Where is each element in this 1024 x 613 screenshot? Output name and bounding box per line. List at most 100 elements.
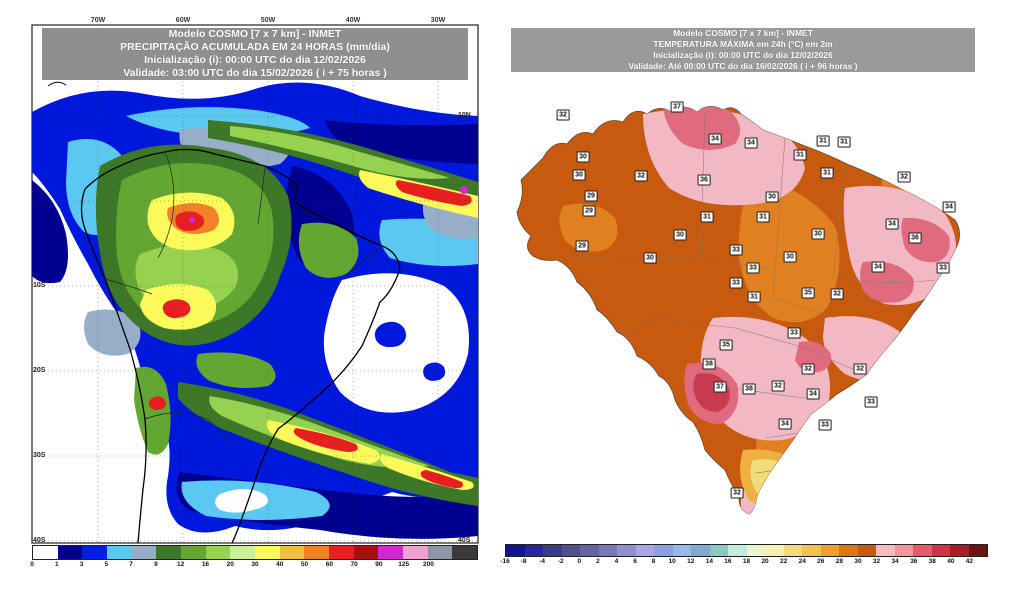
right-title-init: Inicialização (i): 00:00 UTC do dia 12/0… <box>653 50 833 60</box>
right-map-title-banner: Modelo COSMO [7 x 7 km] - INMET TEMPERAT… <box>511 28 975 72</box>
colorbar-tick-label: 24 <box>798 558 806 565</box>
colorbar-segment <box>894 545 913 556</box>
colorbar-segment <box>876 545 895 556</box>
colorbar-segment <box>913 545 932 556</box>
station-temperature-value: 31 <box>820 167 834 179</box>
colorbar-tick-label: 12 <box>687 558 695 565</box>
colorbar-segment <box>691 545 710 556</box>
colorbar-segment <box>765 545 784 556</box>
colorbar-tick-label: 60 <box>325 561 333 568</box>
colorbar-tick-label: 10 <box>668 558 676 565</box>
station-temperature-value: 34 <box>708 133 722 145</box>
station-temperature-value: 30 <box>673 229 687 241</box>
temperature-map-panel: 32 37 34 34 30 30 32 36 29 29 31 30 29 33 30 33 31 31 31 31… <box>500 18 990 570</box>
station-temperature-value: 32 <box>830 288 844 300</box>
right-title-valid: Validade: Até 00:00 UTC do dia 16/02/202… <box>628 61 858 71</box>
colorbar-segment <box>598 545 617 556</box>
colorbar-tick-label: 26 <box>817 558 825 565</box>
longitude-label: 60W <box>175 17 191 24</box>
precipitation-colorbar-ticks: 0 1 3 5 7 9 12 16 20 30 40 50 60 70 90 125 200 <box>30 561 478 571</box>
colorbar-tick-label: 7 <box>129 561 133 568</box>
colorbar-segment <box>304 546 330 559</box>
station-temperature-value: 31 <box>816 135 830 147</box>
station-temperature-value: 38 <box>742 383 756 395</box>
station-temperature-value: 30 <box>576 151 590 163</box>
colorbar-segment <box>378 546 404 559</box>
colorbar-tick-label: 30 <box>854 558 862 565</box>
colorbar-tick-label: 3 <box>79 561 84 568</box>
colorbar-tick-label: 125 <box>398 561 410 568</box>
colorbar-tick-label: 20 <box>226 561 234 568</box>
colorbar-segment <box>33 546 58 559</box>
station-temperature-value: 36 <box>908 232 922 244</box>
left-map-title-banner: Modelo COSMO [7 x 7 km] - INMET PRECIPIT… <box>42 28 468 80</box>
colorbar-segment <box>635 545 654 556</box>
colorbar-segment <box>746 545 765 556</box>
colorbar-tick-label: 32 <box>872 558 881 565</box>
station-temperature-value: 33 <box>936 262 950 274</box>
latitude-label: 20S <box>33 367 46 374</box>
colorbar-segment <box>205 546 231 559</box>
colorbar-tick-label: 2 <box>596 558 600 565</box>
temperature-colorbar <box>505 544 988 557</box>
station-temperature-value: 31 <box>700 211 714 223</box>
left-title-variable: PRECIPITAÇÃO ACUMULADA EM 24 HORAS (mm/d… <box>120 41 390 53</box>
colorbar-segment <box>802 545 821 556</box>
colorbar-segment <box>950 545 969 556</box>
colorbar-tick-label: 28 <box>835 558 843 565</box>
colorbar-segment <box>329 546 354 559</box>
left-title-model: Modelo COSMO [7 x 7 km] - INMET <box>168 28 342 40</box>
colorbar-segment <box>672 545 691 556</box>
colorbar-tick-label: 12 <box>177 561 185 568</box>
colorbar-tick-label: 14 <box>705 558 713 565</box>
latitude-label: 10N <box>458 112 471 119</box>
colorbar-tick-label: 40 <box>276 561 284 568</box>
colorbar-segment <box>156 546 182 559</box>
colorbar-segment <box>968 545 987 556</box>
colorbar-tick-label: 50 <box>300 561 309 568</box>
station-temperature-value: 34 <box>806 388 820 400</box>
colorbar-tick-label: 36 <box>910 558 918 565</box>
colorbar-segment <box>709 545 728 556</box>
latitude-labels-right: 10N 40S <box>458 24 482 544</box>
colorbar-tick-label: 22 <box>780 558 788 565</box>
colorbar-tick-label: 70 <box>350 561 358 568</box>
station-temperature-value: 30 <box>765 191 779 203</box>
longitude-labels: 70W 60W 50W 40W 30W <box>30 17 497 25</box>
station-temperature-value: 30 <box>811 228 825 240</box>
colorbar-segment <box>82 546 108 559</box>
left-title-valid: Validade: 03:00 UTC do dia 15/02/2026 ( … <box>123 67 387 79</box>
longitude-label: 30W <box>430 17 446 24</box>
colorbar-tick-label: 40 <box>947 558 955 565</box>
station-temperature-value: 31 <box>837 136 851 148</box>
colorbar-tick-label: -4 <box>539 558 546 565</box>
station-temperature-value: 32 <box>730 487 744 499</box>
colorbar-segment <box>654 545 673 556</box>
latitude-label: 40S <box>458 537 471 544</box>
station-temperature-value: 29 <box>575 240 589 252</box>
right-title-variable: TEMPERATURA MÁXIMA em 24h (°C) em 2m <box>653 39 833 49</box>
latitude-label: 40S <box>33 537 46 544</box>
station-temperature-value: 30 <box>572 169 586 181</box>
left-title-init: Inicialização (i): 00:00 UTC do dia 12/0… <box>144 54 366 66</box>
station-temperature-value: 31 <box>747 291 761 303</box>
right-title-model: Modelo COSMO [7 x 7 km] - INMET <box>673 28 813 38</box>
colorbar-segment <box>783 545 802 556</box>
station-temperature-value: 33 <box>746 262 760 274</box>
colorbar-segment <box>931 545 950 556</box>
station-temperature-value: 33 <box>818 419 832 431</box>
station-temperature-value: 32 <box>634 170 648 182</box>
longitude-label: 50W <box>260 17 276 24</box>
station-temperature-value: 29 <box>582 205 596 217</box>
colorbar-segment <box>353 546 379 559</box>
colorbar-tick-label: 0 <box>577 558 582 565</box>
station-temperature-value: 32 <box>853 363 867 375</box>
station-temperature-value: 32 <box>897 171 911 183</box>
station-temperature-value: 38 <box>702 358 716 370</box>
colorbar-segment <box>857 545 876 556</box>
station-temperature-value: 37 <box>670 101 684 113</box>
colorbar-tick-label: 1 <box>54 561 59 568</box>
temperature-colorbar-ticks: -16 -8 -4 -2 0 2 4 6 8 10 12 14 16 18 20 22 24 26 28 30 32 34… <box>500 558 988 568</box>
station-temperature-value: 31 <box>793 149 807 161</box>
